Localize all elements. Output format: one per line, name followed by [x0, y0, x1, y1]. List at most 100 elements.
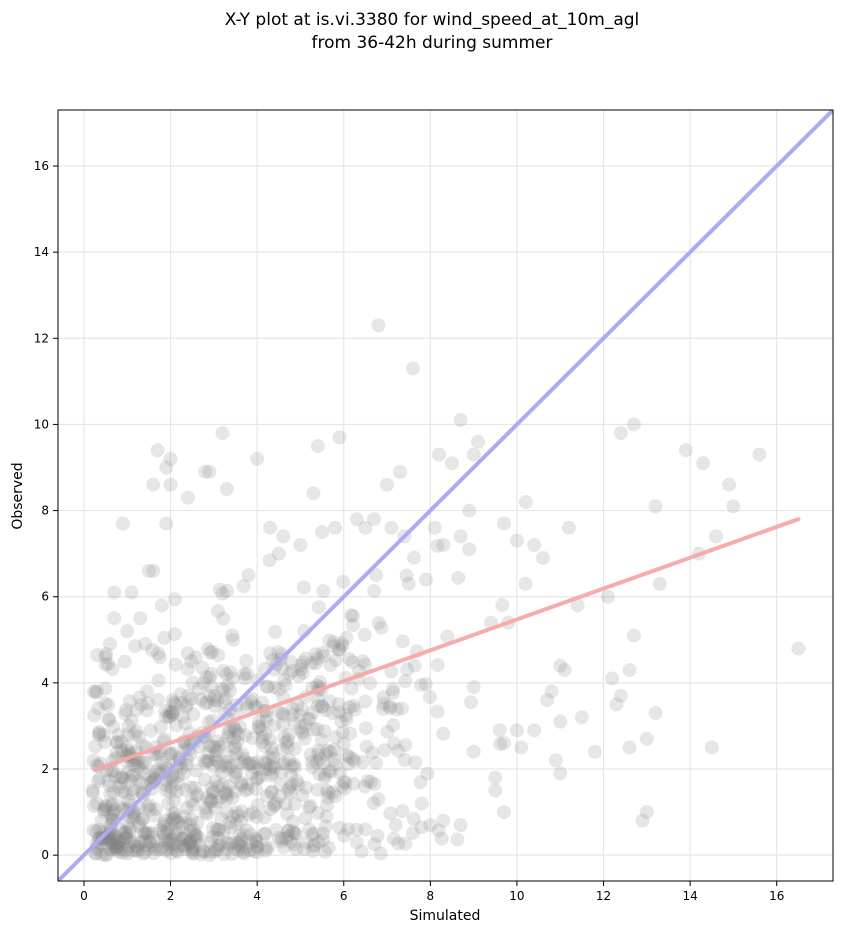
data-point: [193, 692, 208, 707]
data-point: [124, 843, 139, 858]
data-point: [275, 831, 290, 846]
data-point: [211, 822, 226, 837]
data-point: [250, 797, 265, 812]
data-point: [216, 847, 231, 862]
x-axis-label: Simulated: [410, 908, 481, 924]
data-point: [305, 827, 320, 842]
data-point: [136, 846, 151, 861]
data-point: [178, 832, 193, 847]
data-point: [103, 787, 118, 802]
data-point: [283, 767, 298, 782]
data-point: [131, 841, 146, 856]
data-point: [143, 723, 158, 738]
data-point: [186, 822, 201, 837]
data-point: [218, 786, 233, 801]
data-point: [227, 784, 242, 799]
data-point: [211, 779, 226, 794]
data-point: [514, 740, 529, 755]
data-point: [212, 823, 227, 838]
data-point: [147, 808, 162, 823]
data-point: [366, 796, 381, 811]
data-point: [264, 768, 279, 783]
data-point: [297, 731, 312, 746]
data-point: [108, 832, 123, 847]
data-point: [294, 702, 309, 717]
data-point: [216, 611, 231, 626]
data-point: [175, 838, 190, 853]
data-point: [85, 785, 100, 800]
data-point: [488, 783, 503, 798]
data-point: [171, 844, 186, 859]
data-point: [168, 657, 183, 672]
data-point: [189, 763, 204, 778]
data-point: [280, 740, 295, 755]
data-point: [496, 805, 511, 820]
data-point: [233, 756, 248, 771]
data-point: [349, 512, 364, 527]
data-point: [133, 611, 148, 626]
data-point: [86, 823, 101, 838]
data-point: [249, 809, 264, 824]
data-point: [153, 720, 168, 735]
data-point: [165, 811, 180, 826]
data-point: [346, 776, 361, 791]
data-point: [325, 706, 340, 721]
data-point: [178, 700, 193, 715]
data-point: [123, 824, 138, 839]
data-point: [229, 805, 244, 820]
data-point: [202, 738, 217, 753]
data-point: [140, 684, 155, 699]
data-point: [354, 844, 369, 859]
y-tick-label: 10: [34, 417, 49, 431]
data-point: [250, 770, 265, 785]
data-point: [470, 434, 485, 449]
data-point: [118, 706, 133, 721]
data-point: [131, 818, 146, 833]
data-point: [105, 836, 120, 851]
data-point: [146, 846, 161, 861]
data-point: [202, 464, 217, 479]
reference-lines: [58, 110, 833, 881]
data-point: [225, 628, 240, 643]
data-point: [205, 829, 220, 844]
data-point: [722, 477, 737, 492]
data-point: [303, 747, 318, 762]
data-point: [185, 843, 200, 858]
data-point: [332, 642, 347, 657]
data-point: [87, 684, 102, 699]
data-point: [380, 477, 395, 492]
data-point: [132, 690, 147, 705]
data-point: [199, 670, 214, 685]
data-point: [166, 829, 181, 844]
plot-frame: [57, 109, 834, 882]
data-point: [570, 598, 585, 613]
data-point: [322, 633, 337, 648]
data-point: [346, 698, 361, 713]
data-point: [186, 842, 201, 857]
data-point: [285, 707, 300, 722]
data-point: [295, 788, 310, 803]
data-point: [422, 689, 437, 704]
chart-title-line-2: from 36-42h during summer: [312, 33, 553, 53]
data-point: [166, 772, 181, 787]
data-point: [287, 760, 302, 775]
data-point: [258, 727, 273, 742]
data-point: [111, 727, 126, 742]
data-point: [337, 781, 352, 796]
data-point: [112, 845, 127, 860]
data-point: [286, 837, 301, 852]
data-point: [200, 791, 215, 806]
data-point: [184, 780, 199, 795]
data-point: [200, 695, 215, 710]
data-point: [106, 719, 121, 734]
data-point: [431, 823, 446, 838]
data-point: [126, 727, 141, 742]
data-point: [284, 758, 299, 773]
data-point: [328, 757, 343, 772]
data-point: [242, 807, 257, 822]
data-point: [463, 695, 478, 710]
data-point: [107, 803, 122, 818]
data-point: [345, 655, 360, 670]
data-point: [287, 715, 302, 730]
data-point: [652, 576, 667, 591]
